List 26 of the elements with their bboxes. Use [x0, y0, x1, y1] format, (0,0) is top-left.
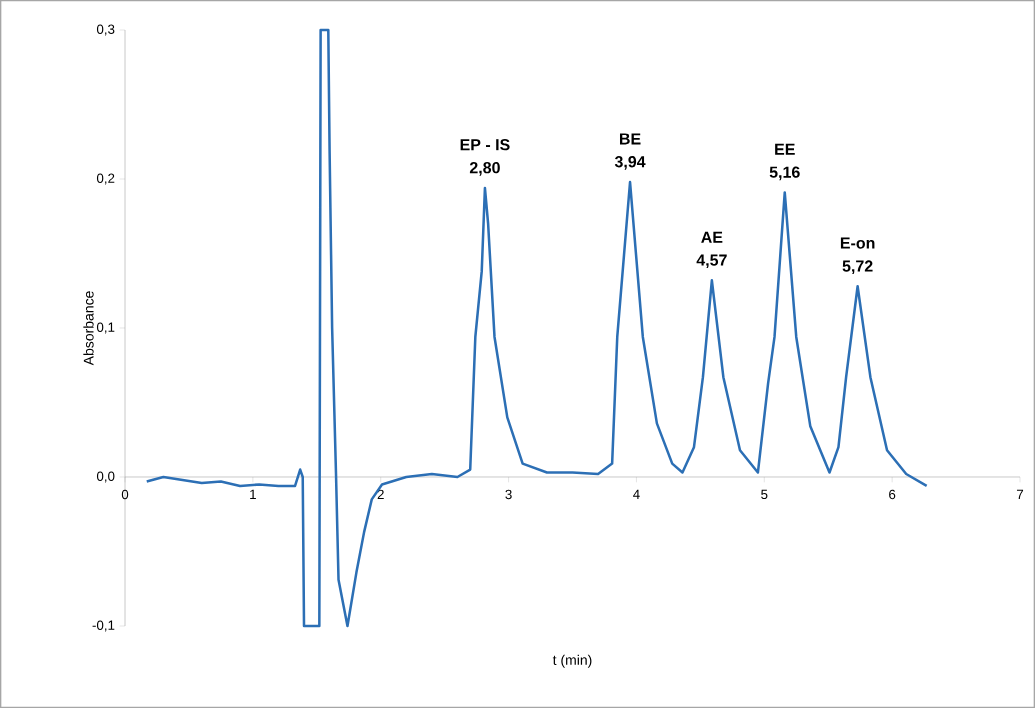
x-tick-label: 4 [633, 489, 640, 499]
y-tick-label: 0,3 [96, 24, 115, 36]
annotation: 5,72 [842, 260, 873, 274]
x-tick-label: 5 [761, 489, 768, 500]
annotation: 3,94 [614, 156, 646, 170]
y-tick-label: 0,2 [96, 173, 115, 185]
x-tick-label: 0 [121, 489, 129, 500]
x-tick-label: 1 [250, 489, 256, 499]
x-tick-label: 7 [1016, 489, 1024, 499]
annotation: AE [701, 231, 723, 243]
y-tick-label: -0,1 [92, 620, 115, 632]
x-axis-title: t (min) [552, 654, 592, 668]
y-tick-label: 0,1 [96, 322, 115, 334]
annotation: EE [775, 143, 795, 155]
annotation: EP - IS [460, 139, 510, 151]
x-tick-label: 3 [505, 489, 512, 500]
y-tick-label: 0,0 [96, 471, 115, 483]
annotation: BE [619, 133, 641, 145]
line-series [145, 28, 928, 628]
annotation: 4,57 [696, 254, 727, 269]
annotation: 5,16 [769, 166, 800, 181]
x-tick-label: 6 [889, 489, 896, 500]
x-tick-label: 2 [377, 489, 384, 500]
y-axis-title: Absorbance [83, 291, 94, 366]
annotation: E-on [840, 237, 875, 249]
annotation: 2,80 [469, 162, 500, 176]
